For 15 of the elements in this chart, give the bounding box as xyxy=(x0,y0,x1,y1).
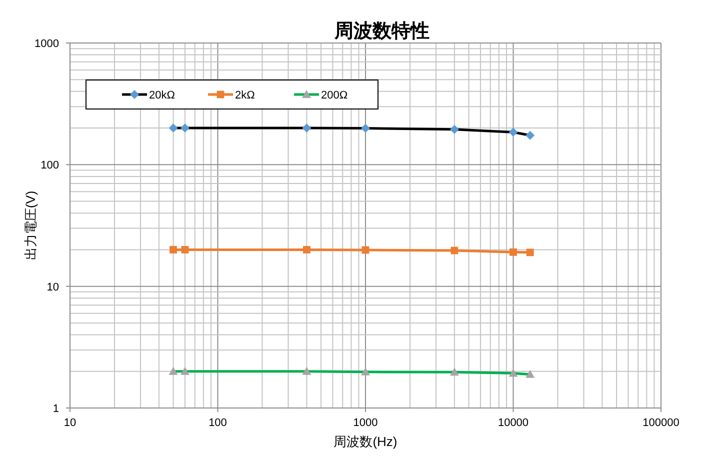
legend-label: 200Ω xyxy=(321,90,348,102)
legend-label: 2kΩ xyxy=(235,90,255,102)
y-tick-label: 10 xyxy=(46,281,59,294)
legend-label: 20kΩ xyxy=(149,90,175,102)
x-tick-label: 10000 xyxy=(498,417,529,429)
y-tick-label: 100 xyxy=(40,160,59,172)
y-tick-label: 1000 xyxy=(34,38,59,50)
x-tick-label: 1000 xyxy=(353,417,378,429)
x-axis-title: 周波数(Hz) xyxy=(334,434,398,449)
x-tick-label: 100 xyxy=(208,417,227,429)
chart-title: 周波数特性 xyxy=(334,20,430,42)
y-tick-label: 1 xyxy=(52,403,59,415)
x-tick-label: 100000 xyxy=(642,417,680,429)
y-axis-title: 出力電圧(V) xyxy=(23,190,38,260)
x-tick-label: 10 xyxy=(64,417,76,429)
